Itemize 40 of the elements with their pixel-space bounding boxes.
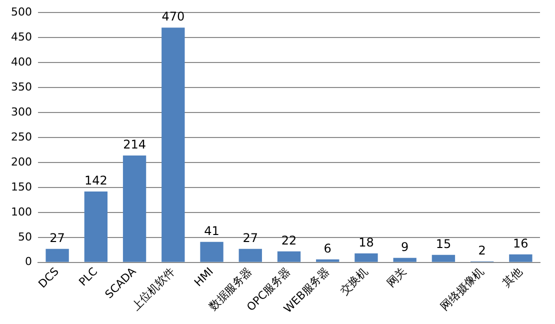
bar (162, 28, 185, 262)
y-tick-label: 400 (10, 55, 32, 68)
data-label: 6 (324, 242, 332, 256)
bar (354, 253, 378, 262)
bar (122, 155, 146, 262)
data-label: 22 (281, 234, 297, 248)
data-label: 15 (436, 237, 452, 252)
y-tick-label: 150 (10, 180, 32, 194)
x-tick-label: 网络摄像机 (438, 265, 486, 314)
y-tick-label: 50 (18, 230, 32, 244)
data-label: 2 (478, 244, 486, 258)
y-tick-label: 0 (24, 255, 32, 268)
y-tick-label: 250 (10, 130, 32, 144)
bar (432, 254, 456, 262)
bar (84, 191, 108, 262)
y-tick-label: 450 (10, 30, 32, 44)
data-label: 27 (50, 231, 65, 246)
data-label: 470 (162, 10, 185, 24)
bar (46, 248, 69, 262)
bar (316, 259, 340, 262)
x-tick-label: 交换机 (338, 265, 370, 298)
y-tick-label: 200 (10, 155, 32, 168)
data-label: 18 (358, 236, 374, 250)
data-label: 16 (513, 236, 528, 251)
bar (200, 242, 224, 262)
y-tick-label: 300 (10, 105, 32, 118)
x-tick-label: 网关 (384, 265, 409, 290)
bar (509, 254, 532, 262)
data-label: 214 (123, 138, 146, 152)
y-tick-label: 100 (10, 205, 32, 218)
data-label: 27 (242, 231, 258, 246)
x-tick-label: 其他 (500, 265, 525, 290)
y-tick-label: 350 (10, 80, 32, 94)
y-tick-label: 500 (10, 5, 32, 18)
bar (277, 251, 301, 262)
data-label: 9 (401, 240, 409, 254)
bar (238, 248, 262, 262)
data-label: 142 (84, 174, 108, 188)
data-label: 41 (204, 224, 220, 238)
bar (393, 258, 416, 262)
